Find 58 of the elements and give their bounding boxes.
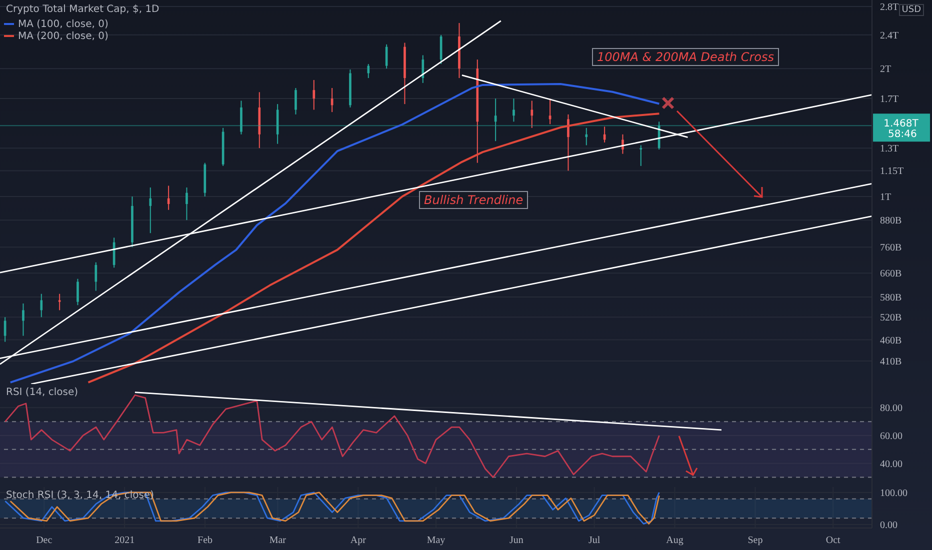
x-tick-label: Oct [826, 535, 841, 546]
y-tick-label: 760B [880, 242, 902, 254]
candlestick [640, 144, 642, 166]
candlestick [58, 293, 61, 311]
candlestick [367, 64, 370, 79]
y-tick-label: 1.3T [880, 144, 899, 155]
candlestick [76, 278, 79, 306]
y-tick-label: 460B [880, 335, 902, 346]
y-tick-label: 2.8T [880, 2, 899, 14]
x-tick-label: May [426, 535, 446, 546]
y-tick-label: 1.15T [880, 166, 904, 178]
y-tick-label: 1.7T [880, 94, 899, 106]
x-tick-label: 2021 [114, 535, 135, 546]
x-tick-label: Mar [269, 535, 287, 546]
candlestick [186, 186, 188, 221]
candlestick [567, 114, 570, 172]
y-tick-label: 580B [880, 292, 902, 304]
candlestick [312, 79, 316, 110]
y-tick-label: 880B [880, 216, 902, 227]
candlestick [622, 134, 624, 154]
candlestick [585, 127, 588, 146]
annotation: 100MA & 200MA Death Cross [592, 48, 779, 66]
y-tick-label: 660B [880, 268, 902, 280]
candlestick [149, 186, 152, 234]
y-axis-title: USD [898, 4, 924, 16]
y-tick-label: 410B [880, 356, 902, 368]
candlestick [40, 293, 43, 318]
x-tick-label: Apr [350, 535, 367, 546]
x-tick-label: Feb [198, 535, 213, 546]
legend-label: MA (200, close, 0) [18, 30, 108, 42]
y-tick-label: 520B [880, 312, 902, 324]
legend-label: MA (100, close, 0) [18, 18, 108, 30]
x-tick-label: Aug [666, 535, 684, 546]
y-tick-label: 1T [880, 192, 892, 204]
y-tick-label: 0.00 [880, 520, 898, 532]
chart-title: Crypto Total Market Cap, $, 1D [5, 4, 160, 15]
candlestick [422, 54, 424, 84]
candlestick [22, 302, 24, 336]
candlestick [530, 100, 534, 128]
chart-title: RSI (14, close) [5, 387, 80, 398]
x-tick-label: Jul [588, 535, 600, 546]
line-series [87, 112, 660, 384]
y-tick-label: 40.00 [880, 458, 902, 470]
candlestick [94, 262, 98, 292]
y-tick-label: 2.4T [880, 30, 899, 42]
annotation: Bullish Trendline [419, 191, 528, 209]
candlestick [294, 88, 297, 115]
y-tick-label: 2T [880, 64, 892, 76]
line-series [9, 82, 660, 384]
x-tick-label: Sep [748, 535, 763, 546]
y-tick-label: 60.00 [880, 431, 902, 442]
x-tick-label: Jun [510, 535, 524, 546]
y-tick-label: 100.00 [880, 488, 908, 499]
y-tick-label: 80.00 [880, 403, 902, 414]
ref-line-label: 1.468T [884, 118, 920, 130]
x-tick-label: Dec [36, 535, 53, 546]
candlestick [512, 98, 515, 122]
text: 58:46 [887, 129, 917, 140]
